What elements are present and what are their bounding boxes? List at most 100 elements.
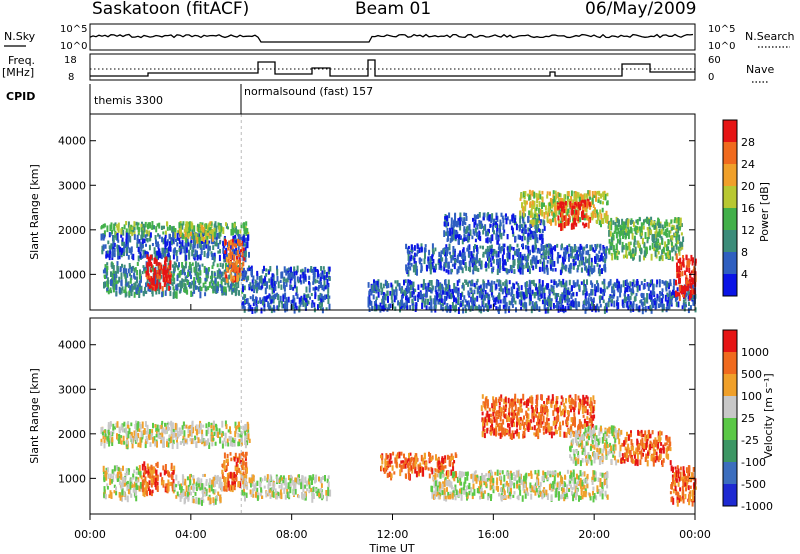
power-data-cell: [596, 190, 599, 195]
power-data-cell: [451, 269, 453, 273]
power-data-cell: [582, 304, 585, 310]
power-data-cell: [237, 281, 240, 288]
power-data-cell: [204, 292, 207, 297]
power-data-cell: [691, 284, 694, 290]
power-data-cell: [624, 290, 627, 294]
power-data-cell: [634, 246, 637, 253]
power-data-cell: [578, 284, 581, 290]
power-data-cell: [563, 282, 566, 288]
power-data-cell: [599, 303, 602, 308]
power-data-cell: [192, 243, 195, 250]
power-data-cell: [558, 192, 561, 197]
power-data-cell: [468, 260, 471, 267]
power-data-cell: [678, 284, 681, 292]
power-data-cell: [280, 301, 283, 305]
velocity-data-cell: [227, 429, 230, 433]
power-data-cell: [133, 225, 136, 231]
power-data-cell: [478, 306, 481, 310]
power-data-cell: [280, 284, 283, 290]
power-data-cell: [191, 228, 194, 234]
power-data-cell: [387, 283, 390, 289]
power-data-cell: [238, 254, 240, 258]
power-data-cell: [150, 276, 153, 280]
velocity-data-cell: [126, 470, 129, 476]
power-data-cell: [612, 283, 615, 290]
power-data-cell: [529, 299, 532, 305]
power-data-cell: [184, 231, 187, 238]
power-data-cell: [373, 301, 376, 306]
power-data-cell: [158, 268, 161, 276]
power-data-cell: [576, 215, 579, 220]
power-data-cell: [249, 304, 252, 312]
power-data-cell: [474, 238, 477, 243]
power-data-cell: [498, 243, 501, 250]
power-data-cell: [144, 254, 147, 258]
power-data-cell: [548, 206, 551, 214]
power-data-cell: [620, 227, 622, 232]
power-data-cell: [633, 227, 636, 232]
velocity-data-cell: [120, 435, 123, 439]
power-data-cell: [147, 256, 150, 262]
power-data-cell: [372, 294, 375, 300]
power-data-cell: [492, 223, 495, 227]
power-data-cell: [131, 229, 134, 237]
power-data-cell: [156, 282, 158, 289]
power-data-cell: [600, 252, 603, 256]
power-data-cell: [519, 257, 522, 264]
power-data-cell: [425, 305, 428, 310]
power-data-cell: [563, 215, 566, 221]
power-data-cell: [156, 250, 159, 256]
power-data-cell: [228, 287, 231, 292]
power-data-cell: [616, 278, 619, 284]
power-data-cell: [562, 305, 564, 312]
velocity-data-cell: [124, 493, 127, 501]
power-data-cell: [582, 210, 584, 214]
power-data-cell: [157, 233, 160, 237]
power-data-cell: [485, 293, 488, 299]
power-data-cell: [680, 223, 683, 227]
power-data-cell: [188, 261, 191, 269]
power-data-cell: [102, 269, 105, 274]
power-data-cell: [557, 293, 560, 297]
power-data-cell: [682, 302, 685, 308]
velocity-data-cell: [145, 430, 148, 435]
power-data-cell: [271, 287, 274, 295]
power-data-cell: [512, 294, 515, 298]
velocity-data-cell: [103, 442, 106, 449]
cpid-segment-1: themis 3300: [94, 94, 163, 107]
power-data-cell: [669, 253, 671, 260]
power-data-cell: [603, 283, 606, 289]
velocity-data-cell: [190, 431, 193, 438]
power-data-cell: [111, 275, 114, 280]
power-data-cell: [239, 251, 242, 257]
power-data-cell: [670, 299, 673, 305]
power-data-cell: [117, 222, 120, 228]
power-data-cell: [559, 193, 562, 198]
power-data-cell: [605, 210, 608, 216]
power-data-cell: [233, 276, 235, 281]
power-data-cell: [232, 239, 235, 245]
power-data-cell: [563, 251, 565, 257]
power-data-cell: [576, 250, 578, 257]
power-data-cell: [469, 287, 472, 291]
power-data-cell: [207, 286, 210, 291]
power-data-cell: [426, 286, 429, 291]
power-data-cell: [456, 268, 459, 275]
power-data-cell: [614, 226, 617, 230]
power-data-cell: [521, 302, 524, 308]
power-data-cell: [241, 264, 244, 269]
power-data-cell: [536, 237, 539, 244]
power-data-cell: [504, 280, 507, 286]
power-data-cell: [660, 236, 663, 240]
power-data-cell: [172, 235, 175, 240]
power-data-cell: [218, 225, 221, 232]
power-data-cell: [549, 258, 552, 264]
velocity-data-cell: [225, 424, 228, 430]
power-data-cell: [586, 194, 589, 199]
velocity-data-cell: [104, 471, 107, 478]
power-data-cell: [456, 234, 459, 238]
power-data-cell: [200, 225, 203, 230]
power-data-cell: [659, 223, 662, 229]
power-data-cell: [270, 299, 273, 304]
power-data-cell: [103, 223, 106, 228]
